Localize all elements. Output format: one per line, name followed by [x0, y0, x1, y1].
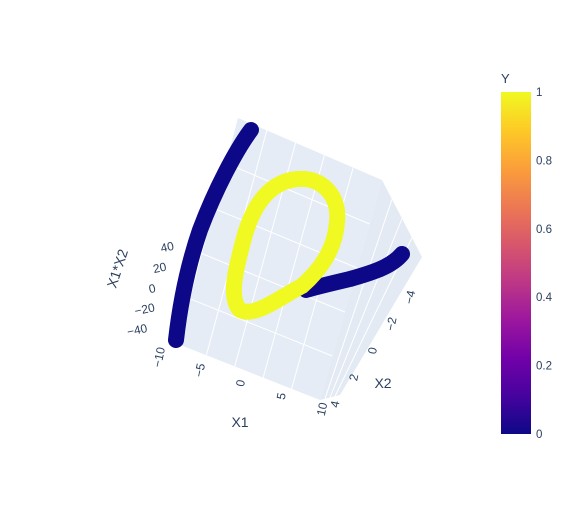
grid-line: [225, 162, 370, 225]
data-series: [168, 122, 410, 348]
series-trace: [298, 246, 410, 298]
grid-line: [189, 298, 333, 357]
x-tick-label: −10: [150, 345, 168, 368]
colorbar-tick-label: 0.4: [536, 292, 553, 304]
x-tick-label: 10: [314, 401, 331, 417]
colorbar-tick-label: 1: [536, 87, 542, 99]
colorbar-title: Y: [501, 71, 510, 86]
series-marker-trail: [298, 246, 410, 298]
y-tick-label: 0: [365, 346, 380, 356]
grid-line: [329, 218, 403, 398]
y-tick-label: −2: [383, 315, 400, 332]
x-tick-label: −5: [192, 362, 209, 379]
x-axis-title: X1: [231, 414, 248, 430]
y-axis-title: X2: [374, 375, 391, 391]
series-marker-trail: [225, 170, 346, 320]
z-axis-ticks: −40 −20 0 20 40: [126, 239, 176, 339]
side-wall-pane: [320, 180, 422, 400]
y-axis-ticks: −4−2 0 2 4: [328, 289, 419, 409]
z-tick-label: 40: [159, 239, 175, 256]
colorbar-tick-label: 0: [536, 429, 542, 441]
x-tick-label: 5: [274, 391, 289, 401]
series-marker-trail: [168, 122, 259, 348]
series-trace: [168, 122, 259, 348]
colorbar: Y 0 0.2 0.4 0.6 0.8 1: [501, 71, 553, 441]
z-tick-label: 0: [147, 281, 157, 296]
z-axis-title: X1*X2: [104, 247, 132, 290]
z-tick-label: −40: [126, 321, 149, 339]
colorbar-tick-label: 0.2: [536, 361, 552, 373]
y-tick-label: −4: [402, 289, 419, 306]
x-axis-ticks: −10 −5 0 5 10: [150, 345, 330, 417]
z-tick-label: 20: [152, 260, 168, 277]
grid-line: [201, 253, 345, 313]
grid-line: [262, 155, 325, 378]
y-tick-label: 2: [346, 372, 361, 382]
series-trace: [225, 170, 346, 320]
colorbar-gradient: [501, 92, 531, 434]
grid-line: [324, 199, 393, 399]
colorbar-ticks: 0 0.2 0.4 0.6 0.8 1: [536, 87, 553, 441]
colorbar-tick-label: 0.8: [536, 155, 552, 167]
x-tick-label: 0: [233, 378, 248, 388]
z-tick-label: −20: [133, 300, 156, 318]
y-tick-label: 4: [328, 399, 343, 409]
colorbar-tick-label: 0.6: [536, 224, 552, 236]
